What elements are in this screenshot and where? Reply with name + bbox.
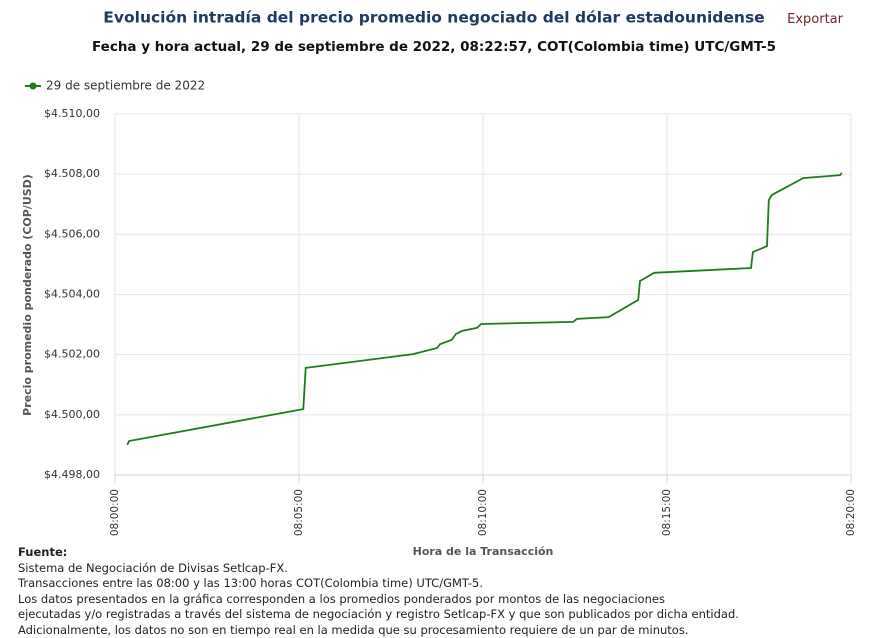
chart-title: Evolución intradía del precio promedio n… (103, 9, 764, 27)
x-tick-label: 08:15:00 (661, 489, 673, 536)
footnote-line: Los datos presentados en la gráfica corr… (18, 592, 739, 608)
legend-label: 29 de septiembre de 2022 (46, 79, 205, 93)
y-axis-label: Precio promedio ponderado (COP/USD) (21, 174, 34, 416)
export-button[interactable]: Exportar (787, 12, 843, 27)
data-line (127, 173, 842, 445)
footnote-line: Sistema de Negociación de Divisas Setlca… (18, 561, 739, 577)
footnote-line: ejecutadas y/o registradas a través del … (18, 607, 739, 623)
x-tick-label: 08:20:00 (845, 489, 857, 536)
chart-subtitle: Fecha y hora actual, 29 de septiembre de… (92, 39, 776, 55)
y-tick-label: $4.498,00 (44, 468, 100, 481)
y-tick-label: $4.502,00 (44, 348, 100, 361)
y-tick-label: $4.508,00 (44, 167, 100, 180)
legend-marker (30, 83, 37, 90)
footnote-line: Transacciones entre las 08:00 y las 13:0… (18, 576, 739, 592)
y-tick-label: $4.500,00 (44, 408, 100, 421)
x-tick-label: 08:10:00 (477, 489, 489, 536)
x-tick-label: 08:00:00 (109, 489, 121, 536)
y-tick-label: $4.504,00 (44, 288, 100, 301)
footnote-heading: Fuente: (18, 545, 739, 561)
y-tick-label: $4.506,00 (44, 227, 100, 240)
y-tick-label: $4.510,00 (44, 107, 100, 120)
x-tick-label: 08:05:00 (293, 489, 305, 536)
footnote: Fuente: Sistema de Negociación de Divisa… (18, 545, 739, 638)
